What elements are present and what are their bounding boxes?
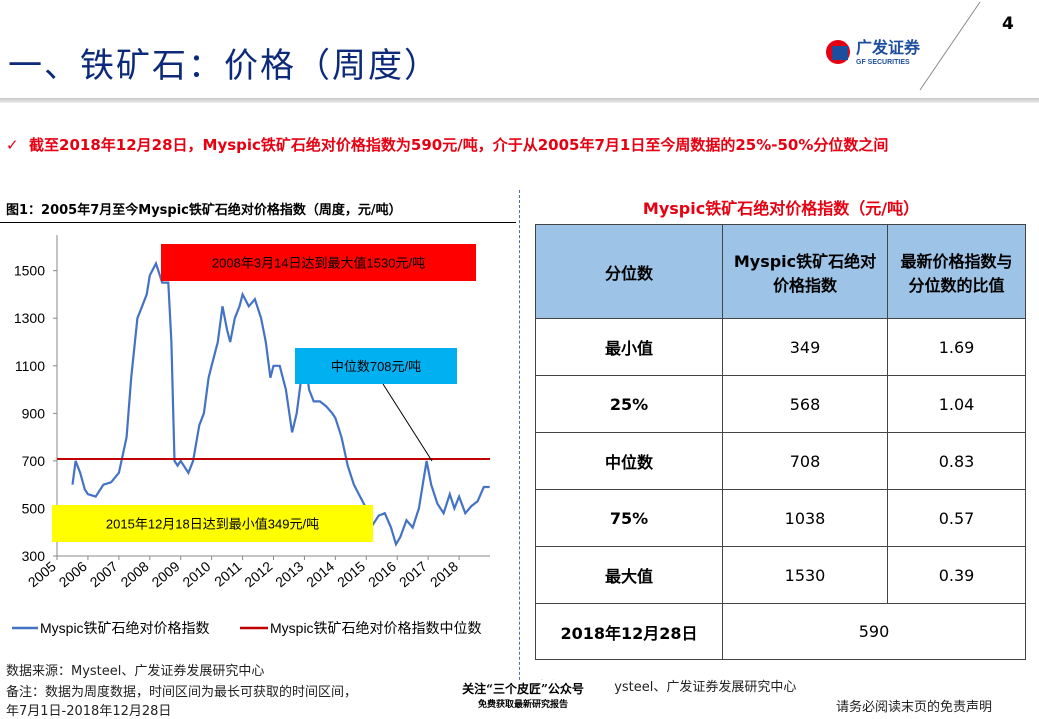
table-cell: 0.83 bbox=[887, 432, 1026, 490]
table-cell: 1.04 bbox=[887, 375, 1026, 433]
x-tick-label: 2014 bbox=[303, 558, 337, 590]
table-cell: 349 bbox=[722, 318, 888, 376]
x-tick-label: 2009 bbox=[148, 558, 182, 590]
chart-title: 图1：2005年7月至今Myspic铁矿石绝对价格指数（周度，元/吨） bbox=[6, 203, 402, 218]
divider bbox=[519, 190, 520, 710]
table-cell: 1530 bbox=[722, 546, 888, 604]
legend-label: Myspic铁矿石绝对价格指数中位数 bbox=[270, 620, 482, 636]
page-title: 一、铁矿石：价格（周度） bbox=[8, 46, 440, 86]
header-cell: 分位数 bbox=[535, 224, 723, 319]
table-cell: 1.69 bbox=[887, 318, 1026, 376]
bullet: ✓ 截至2018年12月28日，Myspic铁矿石绝对价格指数为590元/吨，介… bbox=[6, 136, 889, 154]
table-cell: 25% bbox=[535, 375, 723, 433]
x-tick-label: 2013 bbox=[272, 558, 306, 590]
leader-line bbox=[382, 383, 433, 462]
chart: 3005007009001100130015002005200620072008… bbox=[12, 235, 490, 636]
x-tick-label: 2018 bbox=[427, 558, 461, 590]
annotation-text: 2008年3月14日达到最大值1530元/吨 bbox=[212, 256, 425, 271]
annotation-text: 2015年12月18日达到最小值349元/吨 bbox=[106, 517, 319, 532]
table-cell: 568 bbox=[722, 375, 888, 433]
table-cell: 最大值 bbox=[535, 546, 723, 604]
x-tick-label: 2015 bbox=[334, 558, 368, 590]
table-cell: 中位数 bbox=[535, 432, 723, 490]
y-tick-label: 500 bbox=[22, 500, 46, 516]
annotation-box bbox=[161, 244, 476, 281]
x-tick-label: 2017 bbox=[396, 558, 430, 590]
y-tick-label: 900 bbox=[22, 405, 46, 421]
y-tick-label: 1300 bbox=[14, 310, 45, 326]
logo-cn: 广发证券 bbox=[856, 38, 921, 57]
header-cell: Myspic铁矿石绝对价格指数 bbox=[722, 224, 888, 319]
series-line bbox=[71, 260, 490, 548]
x-tick-label: 2007 bbox=[87, 558, 121, 590]
table-title: Myspic铁矿石绝对价格指数（元/吨） bbox=[642, 199, 920, 218]
x-tick-label: 2016 bbox=[365, 558, 399, 590]
table-cell: 0.39 bbox=[887, 546, 1026, 604]
page-number: 4 bbox=[1002, 14, 1014, 34]
table-cell: 0.57 bbox=[887, 489, 1026, 547]
latest-date: 2018年12月28日 bbox=[535, 603, 723, 660]
y-tick-label: 700 bbox=[22, 453, 46, 469]
header-cell: 最新价格指数与分位数的比值 bbox=[887, 224, 1026, 319]
table-cell: 708 bbox=[722, 432, 888, 490]
x-tick-label: 2010 bbox=[179, 558, 213, 590]
annotation-box bbox=[52, 505, 373, 542]
x-tick-label: 2008 bbox=[118, 558, 152, 590]
source-left: 数据来源：Mysteel、广发证券发展研究中心 bbox=[6, 664, 265, 679]
x-tick-label: 2006 bbox=[56, 558, 90, 590]
note: 年7月1日-2018年12月28日 bbox=[6, 704, 172, 719]
legend-label: Myspic铁矿石绝对价格指数 bbox=[40, 620, 210, 636]
y-tick-label: 1500 bbox=[14, 263, 45, 279]
watermark-text: 免费获取最新研究报告 bbox=[477, 700, 568, 710]
bullet-text: 截至2018年12月28日，Myspic铁矿石绝对价格指数为590元/吨，介于从… bbox=[29, 136, 889, 154]
watermark: 关注“三个皮匠”公众号 免费获取最新研究报告 bbox=[432, 680, 614, 718]
table-cell: 1038 bbox=[722, 489, 888, 547]
annotation-box bbox=[295, 348, 457, 384]
annotation-text: 中位数708元/吨 bbox=[331, 359, 421, 374]
chart-title-rule bbox=[0, 222, 516, 223]
disclaimer: 请务必阅读末页的免责声明 bbox=[836, 700, 993, 715]
header-rule bbox=[0, 98, 1039, 103]
x-tick-label: 2011 bbox=[211, 558, 245, 590]
note: 备注：数据为周度数据，时间区间为最长可获取的时间区间， bbox=[6, 685, 358, 700]
watermark-text: 关注“三个皮匠”公众号 bbox=[462, 682, 584, 696]
logo: 广发证券 GF SECURITIES bbox=[826, 1, 981, 91]
table-cell: 最小值 bbox=[535, 318, 723, 376]
y-tick-label: 1100 bbox=[15, 358, 45, 374]
latest-value: 590 bbox=[722, 603, 1026, 660]
table-cell: 75% bbox=[535, 489, 723, 547]
y-tick-label: 300 bbox=[22, 548, 46, 564]
logo-en: GF SECURITIES bbox=[856, 59, 910, 66]
x-tick-label: 2012 bbox=[241, 558, 275, 590]
table: 分位数 Myspic铁矿石绝对价格指数 最新价格指数与分位数的比值 最小值 349… bbox=[535, 224, 1026, 660]
